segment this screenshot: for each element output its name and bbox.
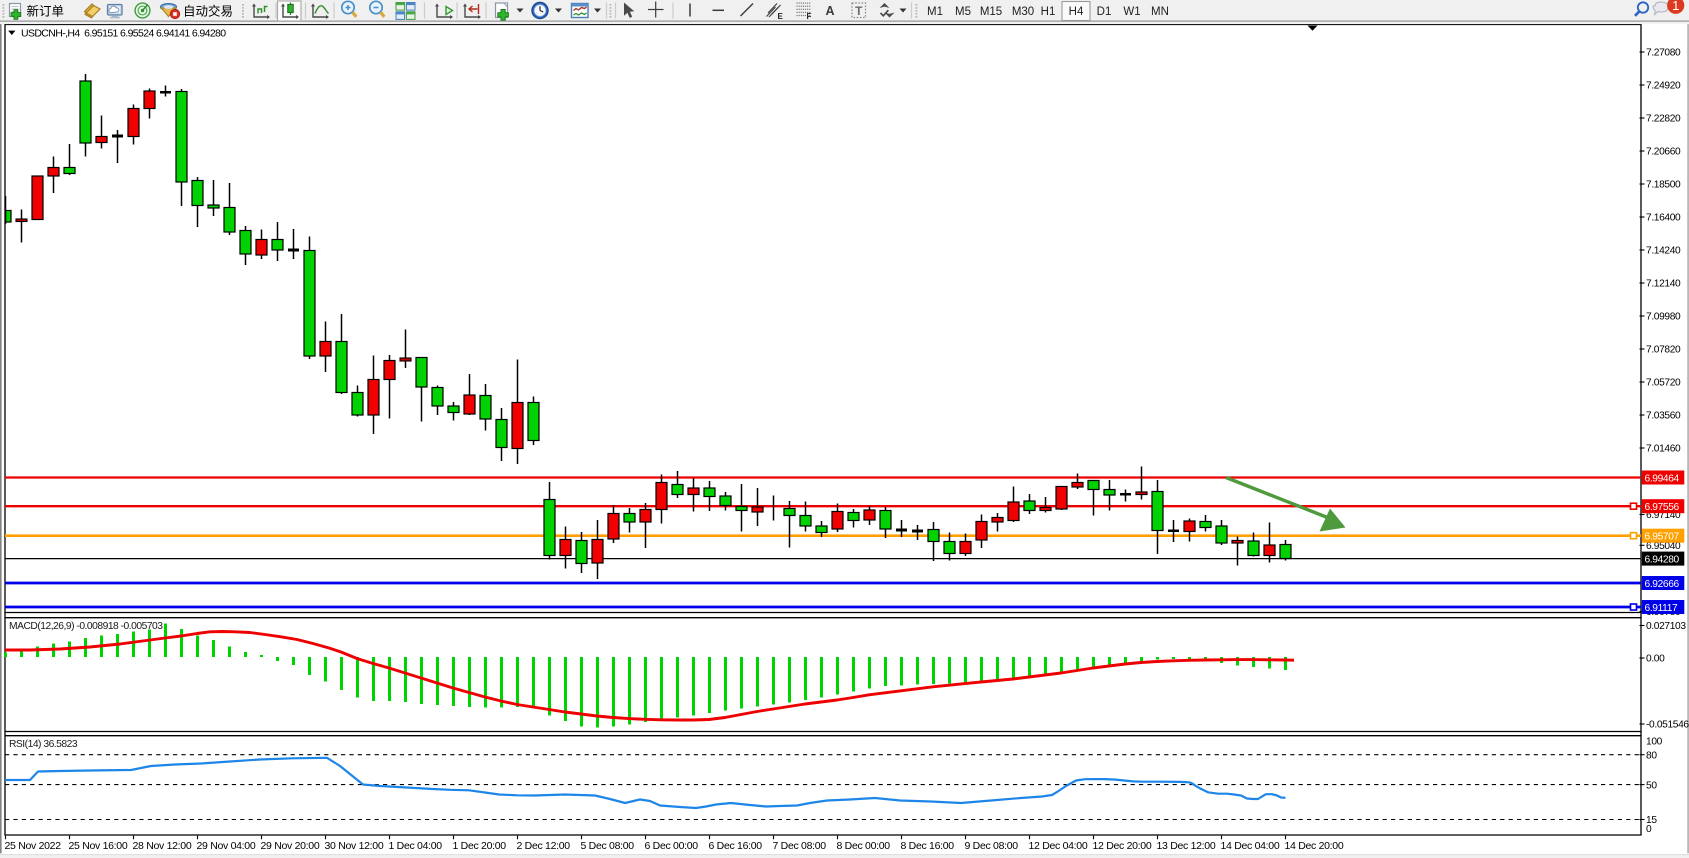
svg-text:50: 50: [1646, 780, 1657, 791]
svg-text:7.07820: 7.07820: [1646, 345, 1681, 356]
svg-text:T: T: [855, 4, 863, 18]
svg-text:7.03560: 7.03560: [1646, 411, 1681, 422]
svg-text:29 Nov 04:00: 29 Nov 04:00: [197, 840, 256, 852]
svg-text:自动交易: 自动交易: [183, 3, 233, 18]
svg-text:6.95040: 6.95040: [1646, 541, 1681, 552]
svg-text:7.18500: 7.18500: [1646, 180, 1681, 191]
svg-text:M30: M30: [1012, 6, 1034, 18]
svg-text:M15: M15: [980, 6, 1002, 18]
svg-text:6.95707: 6.95707: [1645, 532, 1680, 543]
svg-text:7 Dec 08:00: 7 Dec 08:00: [773, 840, 827, 852]
svg-text:H1: H1: [1041, 6, 1056, 18]
svg-text:7.09980: 7.09980: [1646, 312, 1681, 323]
svg-text:0.027103: 0.027103: [1646, 621, 1686, 632]
svg-text:6.99464: 6.99464: [1645, 473, 1680, 484]
svg-text:A: A: [825, 4, 834, 18]
svg-text:12 Dec 04:00: 12 Dec 04:00: [1029, 840, 1088, 852]
svg-text:9 Dec 08:00: 9 Dec 08:00: [965, 840, 1019, 852]
svg-text:7.12140: 7.12140: [1646, 279, 1681, 290]
svg-text:E: E: [778, 12, 784, 21]
svg-text:80: 80: [1646, 750, 1657, 761]
svg-text:14 Dec 04:00: 14 Dec 04:00: [1221, 840, 1280, 852]
svg-text:13 Dec 12:00: 13 Dec 12:00: [1157, 840, 1216, 852]
svg-text:H4: H4: [1069, 6, 1084, 18]
svg-text:14 Dec 20:00: 14 Dec 20:00: [1285, 840, 1344, 852]
svg-text:6.97140: 6.97140: [1646, 510, 1681, 521]
svg-text:6.97556: 6.97556: [1645, 502, 1680, 513]
svg-text:-0.051546: -0.051546: [1646, 720, 1689, 731]
svg-text:1 Dec 20:00: 1 Dec 20:00: [453, 840, 507, 852]
svg-text:6.91117: 6.91117: [1645, 603, 1679, 614]
svg-text:1: 1: [1672, 0, 1679, 13]
svg-text:7.16400: 7.16400: [1646, 213, 1681, 224]
svg-text:15: 15: [1646, 815, 1657, 826]
svg-text:W1: W1: [1123, 6, 1140, 18]
svg-text:1 Dec 04:00: 1 Dec 04:00: [389, 840, 443, 852]
svg-text:29 Nov 20:00: 29 Nov 20:00: [261, 840, 320, 852]
svg-text:25 Nov 2022: 25 Nov 2022: [5, 840, 62, 852]
svg-text:2 Dec 12:00: 2 Dec 12:00: [517, 840, 571, 852]
svg-text:D1: D1: [1097, 6, 1112, 18]
svg-text:7.14240: 7.14240: [1646, 246, 1681, 257]
svg-text:0.00: 0.00: [1646, 654, 1665, 665]
svg-text:100: 100: [1646, 737, 1663, 748]
svg-text:F: F: [807, 12, 812, 21]
svg-text:7.01460: 7.01460: [1646, 444, 1681, 455]
svg-text:5 Dec 08:00: 5 Dec 08:00: [581, 840, 635, 852]
svg-text:MACD(12,26,9) -0.008918 -0.005: MACD(12,26,9) -0.008918 -0.005703: [9, 621, 163, 632]
svg-text:MN: MN: [1151, 6, 1169, 18]
svg-text:7.05720: 7.05720: [1646, 378, 1681, 389]
svg-text:8 Dec 00:00: 8 Dec 00:00: [837, 840, 891, 852]
svg-text:7.22820: 7.22820: [1646, 114, 1681, 125]
svg-text:新订单: 新订单: [27, 3, 65, 18]
svg-text:RSI(14) 36.5823: RSI(14) 36.5823: [9, 739, 78, 750]
svg-text:7.24920: 7.24920: [1646, 81, 1681, 92]
svg-text:M1: M1: [927, 6, 943, 18]
svg-text:M5: M5: [955, 6, 971, 18]
svg-text:12 Dec 20:00: 12 Dec 20:00: [1093, 840, 1152, 852]
svg-text:0: 0: [1646, 824, 1652, 835]
svg-text:25 Nov 16:00: 25 Nov 16:00: [69, 840, 128, 852]
svg-text:USDCNH-,H4 6.95151 6.95524 6.: USDCNH-,H4 6.95151 6.95524 6.94141 6.942…: [21, 27, 226, 39]
svg-text:6.94280: 6.94280: [1645, 555, 1680, 566]
svg-text:8 Dec 16:00: 8 Dec 16:00: [901, 840, 955, 852]
svg-text:6 Dec 16:00: 6 Dec 16:00: [709, 840, 763, 852]
svg-text:7.20660: 7.20660: [1646, 147, 1681, 158]
svg-text:6 Dec 00:00: 6 Dec 00:00: [645, 840, 699, 852]
svg-text:6.92666: 6.92666: [1645, 579, 1680, 590]
svg-text:7.27080: 7.27080: [1646, 48, 1681, 59]
svg-text:28 Nov 12:00: 28 Nov 12:00: [133, 840, 192, 852]
svg-text:30 Nov 12:00: 30 Nov 12:00: [325, 840, 384, 852]
